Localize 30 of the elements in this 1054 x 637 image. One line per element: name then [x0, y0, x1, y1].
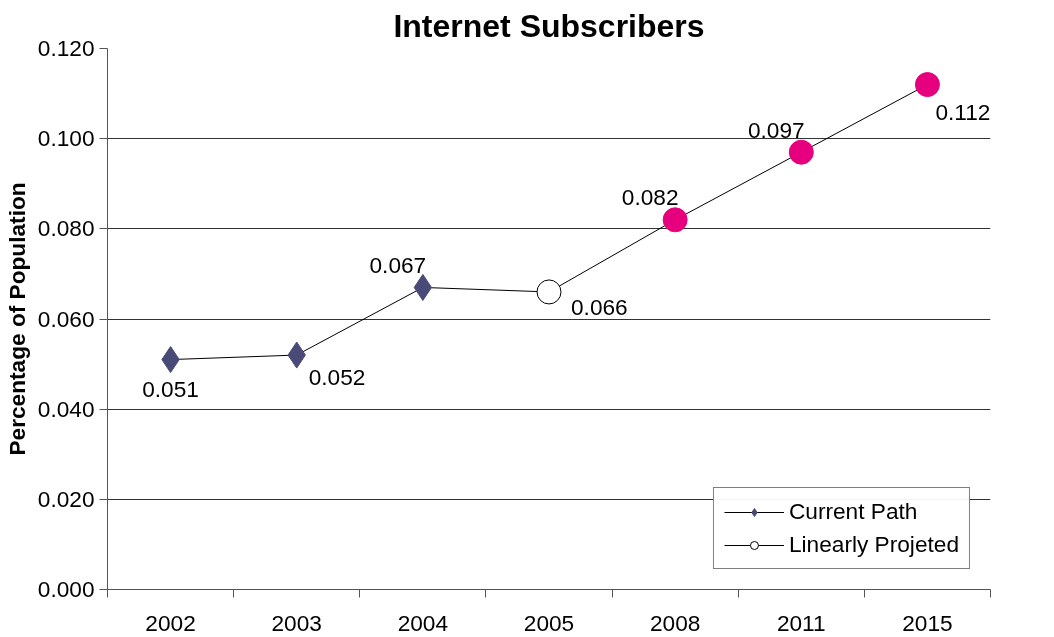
x-tick-label: 2015	[902, 609, 953, 636]
x-tick-label: 2004	[397, 609, 449, 636]
x-tick-label: 2005	[523, 609, 575, 636]
point	[662, 207, 688, 233]
y-tick-label: 0.000	[37, 576, 95, 602]
data-label: 0.112	[935, 99, 991, 126]
x-tick-label: 2002	[145, 609, 196, 636]
data-label: 0.097	[747, 116, 805, 143]
data-label: 0.067	[369, 251, 427, 278]
y-tick-label: 0.120	[37, 35, 95, 61]
y-tick-label: 0.020	[37, 485, 95, 512]
point	[413, 273, 433, 301]
x-tick-label: 2008	[649, 609, 701, 636]
legend-label: Current Path	[788, 498, 918, 525]
y-tick-label: 0.100	[37, 125, 95, 152]
y-tick-label: 0.080	[37, 215, 95, 242]
data-label: 0.052	[308, 363, 366, 390]
data-label: 0.066	[571, 294, 628, 321]
legend-label: Linearly Projeted	[788, 531, 959, 558]
data-label: 0.051	[142, 376, 199, 403]
y-tick-label: 0.040	[37, 395, 95, 422]
chart-title: Internet Subscribers	[393, 7, 705, 44]
point	[914, 72, 940, 98]
y-axis-title: Percentage of Population	[3, 182, 30, 456]
point	[536, 279, 562, 305]
point	[788, 139, 814, 165]
x-tick-label: 2003	[271, 609, 322, 636]
x-tick-label: 2011	[776, 609, 826, 636]
data-label: 0.082	[621, 184, 679, 211]
y-tick-label: 0.060	[37, 305, 95, 332]
